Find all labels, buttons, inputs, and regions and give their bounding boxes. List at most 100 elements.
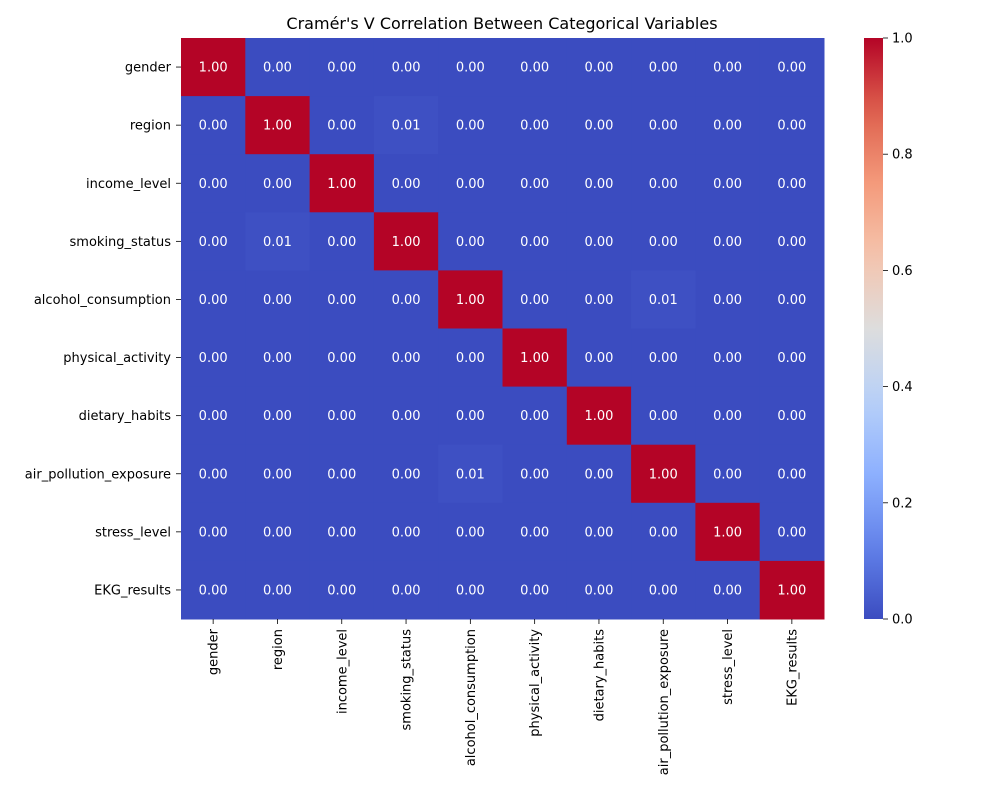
heatmap-cell-EKG_results-physical_activity [502, 560, 568, 620]
heatmap-cell-label: 0.00 [392, 351, 421, 366]
heatmap-cell-income_level-alcohol_consumption [438, 154, 503, 213]
heatmap-cell-region-stress_level [695, 96, 761, 155]
heatmap-cell-label: 0.00 [777, 525, 806, 540]
heatmap-cell-label: 0.00 [777, 351, 806, 366]
colorbar-gradient [864, 38, 883, 619]
heatmap-cell-physical_activity-physical_activity [502, 328, 568, 388]
heatmap-cell-air_pollution_exposure-income_level [309, 444, 375, 504]
heatmap-cell-stress_level-physical_activity [502, 502, 568, 562]
y-tick-label-region: region [130, 119, 171, 134]
heatmap-cell-label: 0.00 [263, 293, 292, 308]
heatmap-cell-physical_activity-smoking_status [373, 328, 439, 388]
heatmap-cell-stress_level-air_pollution_exposure [631, 502, 696, 562]
heatmap-cell-label: 0.00 [392, 583, 421, 598]
colorbar: 0.0 0.2 0.4 0.6 0.8 1.0 [864, 32, 913, 628]
heatmap-cell-air_pollution_exposure-air_pollution_exposure [631, 444, 696, 504]
heatmap-cell-EKG_results-region [245, 560, 311, 620]
heatmap-cell-label: 0.00 [713, 351, 742, 366]
heatmap-cell-label: 0.01 [263, 235, 292, 250]
heatmap-cell-region-region [245, 96, 311, 155]
heatmap-cell-label: 0.00 [199, 293, 228, 308]
heatmap-cell-gender-income_level [309, 38, 375, 97]
heatmap-cell-gender-dietary_habits [566, 38, 632, 97]
heatmap-cell-income_level-smoking_status [373, 154, 439, 213]
heatmap-cell-label: 1.00 [713, 525, 742, 540]
heatmap-cell-income_level-physical_activity [502, 154, 568, 213]
y-tick-label-income_level: income_level [86, 177, 171, 192]
heatmap-cell-physical_activity-income_level [309, 328, 375, 388]
heatmap-cell-income_level-stress_level [695, 154, 761, 213]
heatmap-cell-label: 1.00 [392, 235, 421, 250]
heatmap-cell-label: 0.00 [777, 293, 806, 308]
y-tick-label-dietary_habits: dietary_habits [79, 409, 172, 424]
heatmap-cell-label: 0.00 [199, 525, 228, 540]
heatmap-cell-region-smoking_status [373, 96, 439, 155]
heatmap-cell-dietary_habits-smoking_status [373, 386, 439, 446]
heatmap-cell-label: 0.01 [456, 467, 485, 482]
heatmap-cell-label: 0.00 [456, 235, 485, 250]
heatmap-cell-label: 0.00 [584, 525, 613, 540]
heatmap-cell-label: 0.00 [520, 467, 549, 482]
heatmap-cell-income_level-air_pollution_exposure [631, 154, 696, 213]
heatmap-cell-alcohol_consumption-smoking_status [373, 270, 439, 329]
heatmap-cell-income_level-dietary_habits [566, 154, 632, 213]
heatmap-cell-gender-smoking_status [373, 38, 439, 97]
heatmap-cell-smoking_status-smoking_status [373, 212, 439, 271]
heatmap-cell-smoking_status-physical_activity [502, 212, 568, 271]
heatmap-cell-EKG_results-smoking_status [373, 560, 439, 620]
heatmap-cell-alcohol_consumption-dietary_habits [566, 270, 632, 329]
heatmap-cell-EKG_results-dietary_habits [566, 560, 632, 620]
heatmap-cell-dietary_habits-income_level [309, 386, 375, 446]
heatmap-cell-dietary_habits-physical_activity [502, 386, 568, 446]
heatmap-cell-label: 0.00 [713, 293, 742, 308]
heatmap-cell-label: 0.00 [520, 583, 549, 598]
heatmap-cell-dietary_habits-gender [181, 386, 246, 446]
heatmap-cell-label: 0.00 [520, 119, 549, 134]
heatmap-cell-gender-air_pollution_exposure [631, 38, 696, 97]
heatmap-cell-label: 1.00 [584, 409, 613, 424]
heatmap-cell-label: 0.00 [327, 409, 356, 424]
heatmap-cell-label: 0.00 [584, 467, 613, 482]
heatmap-cell-region-dietary_habits [566, 96, 632, 155]
heatmap-cell-label: 0.00 [649, 119, 678, 134]
heatmap-cell-label: 0.00 [199, 235, 228, 250]
heatmap-cell-smoking_status-dietary_habits [566, 212, 632, 271]
heatmap-cell-label: 0.00 [327, 61, 356, 76]
heatmap-cell-alcohol_consumption-EKG_results [759, 270, 825, 329]
colorbar-tick-label: 0.6 [892, 264, 913, 279]
heatmap-cell-label: 0.00 [392, 177, 421, 192]
heatmap-cell-region-alcohol_consumption [438, 96, 503, 155]
heatmap-cell-stress_level-smoking_status [373, 502, 439, 562]
heatmap-cell-label: 1.00 [649, 467, 678, 482]
x-tick-label-alcohol_consumption: alcohol_consumption [464, 629, 479, 766]
heatmap-cell-label: 0.00 [777, 119, 806, 134]
heatmap-cell-label: 1.00 [777, 583, 806, 598]
heatmap-cell-label: 0.00 [713, 409, 742, 424]
x-tick-label-gender: gender [207, 628, 222, 675]
heatmap-cell-label: 0.00 [520, 525, 549, 540]
heatmap-cell-label: 0.00 [713, 177, 742, 192]
heatmap-cell-income_level-EKG_results [759, 154, 825, 213]
heatmap-cell-label: 0.01 [392, 119, 421, 134]
heatmap-cell-label: 0.00 [520, 409, 549, 424]
heatmap-cell-dietary_habits-dietary_habits [566, 386, 632, 446]
heatmap-cell-EKG_results-gender [181, 560, 246, 620]
heatmap-cell-region-gender [181, 96, 246, 155]
heatmap-cell-label: 0.00 [584, 61, 613, 76]
heatmap-cell-label: 0.00 [456, 177, 485, 192]
heatmap-cell-label: 0.00 [456, 119, 485, 134]
heatmap-cell-label: 0.00 [649, 525, 678, 540]
heatmap-cells [181, 38, 825, 620]
heatmap-cell-physical_activity-air_pollution_exposure [631, 328, 696, 388]
heatmap-cell-label: 0.00 [263, 351, 292, 366]
heatmap-cell-label: 1.00 [199, 61, 228, 76]
heatmap-cell-label: 0.00 [392, 409, 421, 424]
heatmap-cell-label: 1.00 [327, 177, 356, 192]
heatmap-cell-label: 0.00 [584, 583, 613, 598]
x-tick-label-physical_activity: physical_activity [528, 629, 543, 737]
heatmap-cell-label: 0.00 [263, 61, 292, 76]
heatmap-cell-region-income_level [309, 96, 375, 155]
heatmap-cell-physical_activity-stress_level [695, 328, 761, 388]
heatmap-cell-label: 0.00 [584, 235, 613, 250]
